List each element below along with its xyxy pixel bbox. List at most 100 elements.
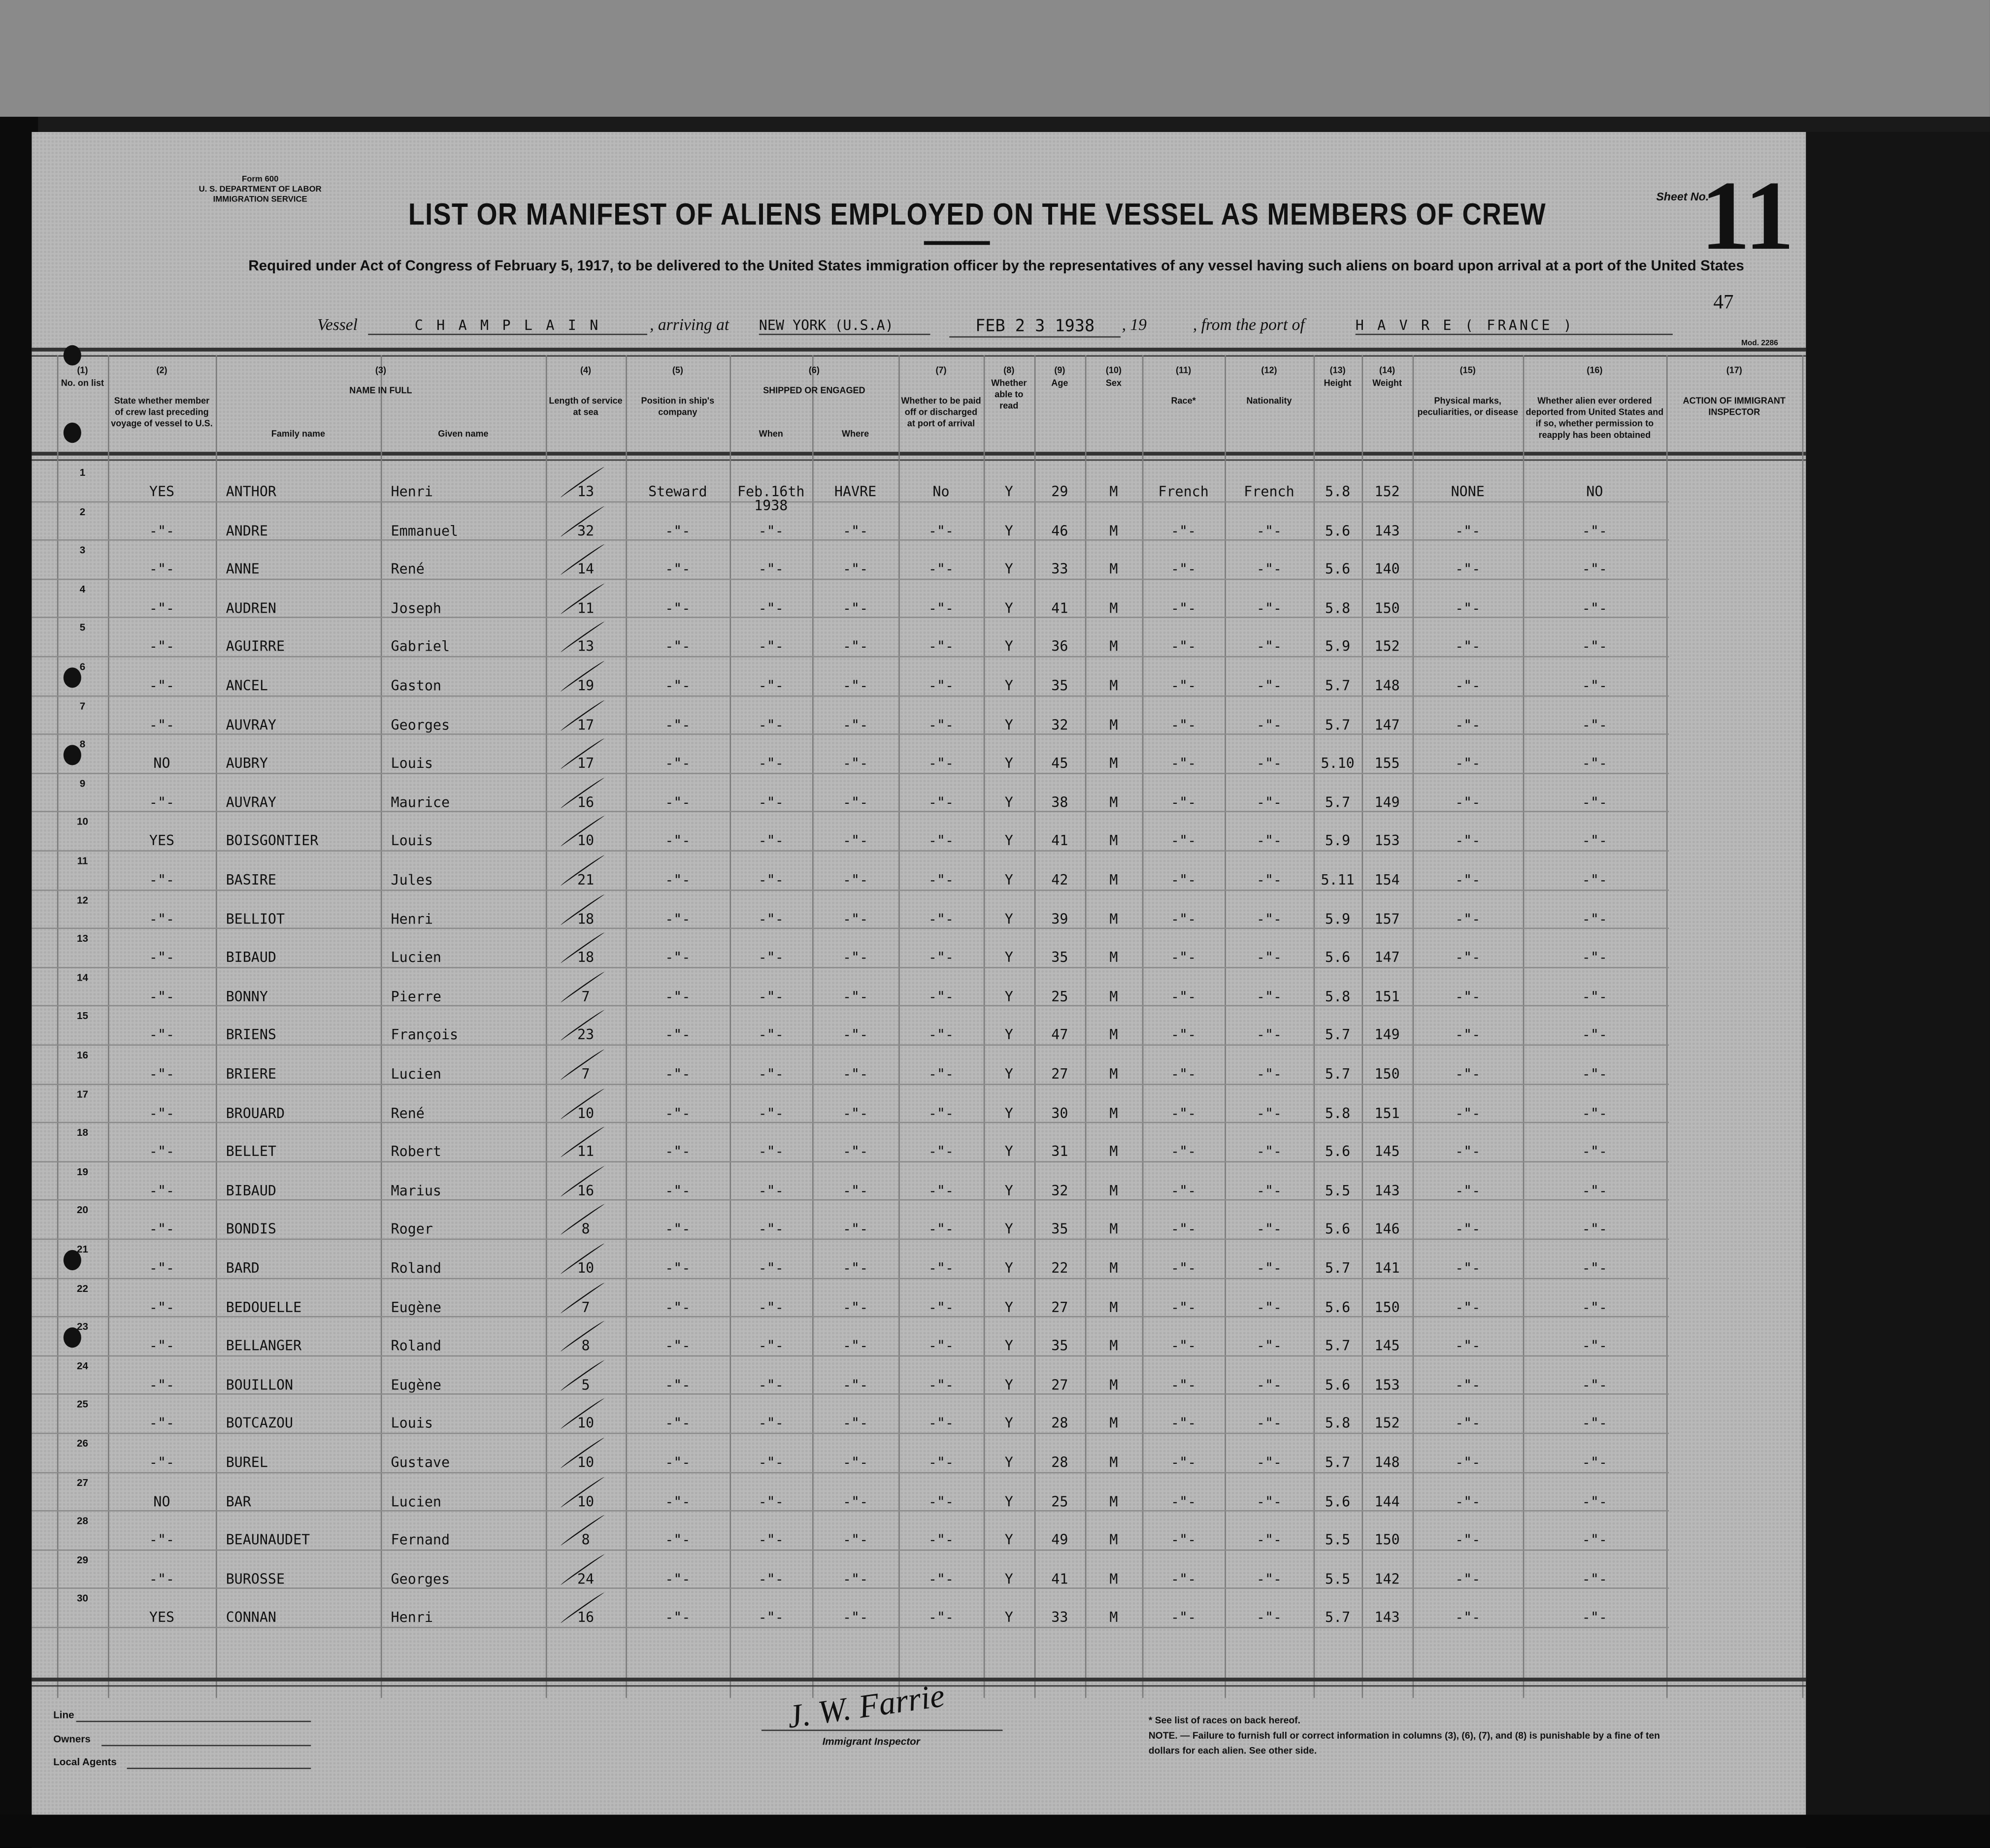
cell-shipped-where: -"- <box>842 561 868 578</box>
year-label: , 19 <box>1122 314 1147 334</box>
cell-shipped-when: -"- <box>758 1610 784 1626</box>
cell-race: -"- <box>1170 1221 1196 1238</box>
cell-shipped-where: -"- <box>842 677 868 694</box>
cell-nationality: -"- <box>1256 872 1282 889</box>
cell-height: 5.5 <box>1325 1532 1351 1549</box>
cell-length-service: 23 <box>577 1027 595 1044</box>
cell-prev-voyage: NO <box>153 755 170 772</box>
column-header: NAME IN FULL <box>349 387 412 396</box>
cell-deported: -"- <box>1582 716 1607 733</box>
cell-height: 5.5 <box>1325 1571 1351 1587</box>
cell-shipped-when: -"- <box>758 1260 784 1277</box>
cell-given-name: Georges <box>391 1571 450 1587</box>
punch-hole <box>63 667 81 688</box>
cell-age: 33 <box>1051 561 1068 578</box>
cell-deported: -"- <box>1582 1610 1607 1626</box>
column-header: Physical marks, peculiarities, or diseas… <box>1417 397 1518 418</box>
cell-nationality: -"- <box>1256 1454 1282 1471</box>
cell-sex: M <box>1109 1338 1118 1354</box>
cell-physical-marks: -"- <box>1455 1532 1481 1549</box>
cell-prev-voyage: -"- <box>149 677 175 694</box>
cell-physical-marks: -"- <box>1455 1221 1481 1238</box>
vessel-name: C H A M P L A I N <box>368 317 648 335</box>
column-header: Age <box>1051 379 1068 389</box>
cell-shipped-where: -"- <box>842 1338 868 1354</box>
cell-shipped-where: -"- <box>842 1571 868 1587</box>
cell-position: -"- <box>665 1376 691 1393</box>
column-header: Sex <box>1105 379 1122 389</box>
cell-given-name: Louis <box>391 833 433 850</box>
cell-given-name: René <box>391 561 425 578</box>
cell-position: -"- <box>665 1221 691 1238</box>
cell-race: -"- <box>1170 1143 1196 1160</box>
cell-nationality: -"- <box>1256 1493 1282 1510</box>
cell-shipped-where: -"- <box>842 988 868 1005</box>
cell-no: 26 <box>76 1438 88 1450</box>
cell-sex: M <box>1109 600 1118 617</box>
punch-hole <box>63 422 81 443</box>
cell-paid-off: -"- <box>928 1493 954 1510</box>
cell-no: 16 <box>76 1049 88 1061</box>
cell-deported: -"- <box>1582 1105 1607 1122</box>
cell-no: 4 <box>79 583 86 595</box>
cell-physical-marks: -"- <box>1455 1143 1481 1160</box>
cell-family-name: BASIRE <box>226 872 277 889</box>
cell-paid-off: -"- <box>928 1454 954 1471</box>
cell-shipped-when: Feb.16th 1938 <box>737 483 805 514</box>
cell-no: 27 <box>76 1476 88 1488</box>
cell-age: 33 <box>1051 1610 1068 1626</box>
cell-given-name: Henri <box>391 910 433 927</box>
cell-deported: -"- <box>1582 1221 1607 1238</box>
cell-paid-off: -"- <box>928 988 954 1005</box>
cell-family-name: BUREL <box>226 1454 268 1471</box>
cell-position: -"- <box>665 1532 691 1549</box>
departure-port: H A V R E ( FRANCE ) <box>1355 317 1673 335</box>
cell-shipped-when: -"- <box>758 872 784 889</box>
row-line <box>32 578 1669 580</box>
row-line <box>32 1355 1669 1356</box>
cell-shipped-where: -"- <box>842 522 868 539</box>
header-rule-bottom-2 <box>32 459 1806 461</box>
cell-shipped-when: -"- <box>758 1105 784 1122</box>
cell-able-read: Y <box>1004 949 1013 966</box>
cell-given-name: Henri <box>391 1610 433 1626</box>
scan-margin <box>1806 132 1990 1848</box>
cell-shipped-when: -"- <box>758 1027 784 1044</box>
cell-weight: 145 <box>1374 1143 1400 1160</box>
header-rule-top-2 <box>32 355 1806 357</box>
cell-deported: -"- <box>1582 794 1607 811</box>
cell-physical-marks: -"- <box>1455 522 1481 539</box>
column-divider <box>1034 355 1036 1698</box>
cell-able-read: Y <box>1004 716 1013 733</box>
cell-given-name: Lucien <box>391 1066 441 1083</box>
cell-paid-off: -"- <box>928 794 954 811</box>
cell-nationality: -"- <box>1256 1027 1282 1044</box>
cell-position: -"- <box>665 561 691 578</box>
cell-age: 35 <box>1051 1221 1068 1238</box>
cell-nationality: -"- <box>1256 1260 1282 1277</box>
cell-race: French <box>1158 483 1209 500</box>
cell-given-name: Maurice <box>391 794 450 811</box>
cell-nationality: -"- <box>1256 794 1282 811</box>
cell-able-read: Y <box>1004 1143 1013 1160</box>
cell-race: -"- <box>1170 794 1196 811</box>
cell-paid-off: -"- <box>928 1066 954 1083</box>
cell-length-service: 10 <box>577 1260 595 1277</box>
cell-shipped-where: -"- <box>842 638 868 656</box>
cell-age: 29 <box>1051 483 1068 500</box>
cell-nationality: -"- <box>1256 1532 1282 1549</box>
cell-able-read: Y <box>1004 872 1013 889</box>
cell-physical-marks: -"- <box>1455 1338 1481 1354</box>
cell-able-read: Y <box>1004 1415 1013 1432</box>
cell-height: 5.5 <box>1325 1182 1351 1199</box>
cell-shipped-when: -"- <box>758 1454 784 1471</box>
cell-physical-marks: -"- <box>1455 677 1481 694</box>
cell-sex: M <box>1109 1182 1118 1199</box>
cell-age: 32 <box>1051 1182 1068 1199</box>
cell-length-service: 13 <box>577 638 595 656</box>
cell-sex: M <box>1109 1105 1118 1122</box>
cell-length-service: 19 <box>577 677 595 694</box>
cell-height: 5.10 <box>1321 755 1355 772</box>
column-number: (5) <box>672 366 683 376</box>
cell-shipped-where: -"- <box>842 1260 868 1277</box>
